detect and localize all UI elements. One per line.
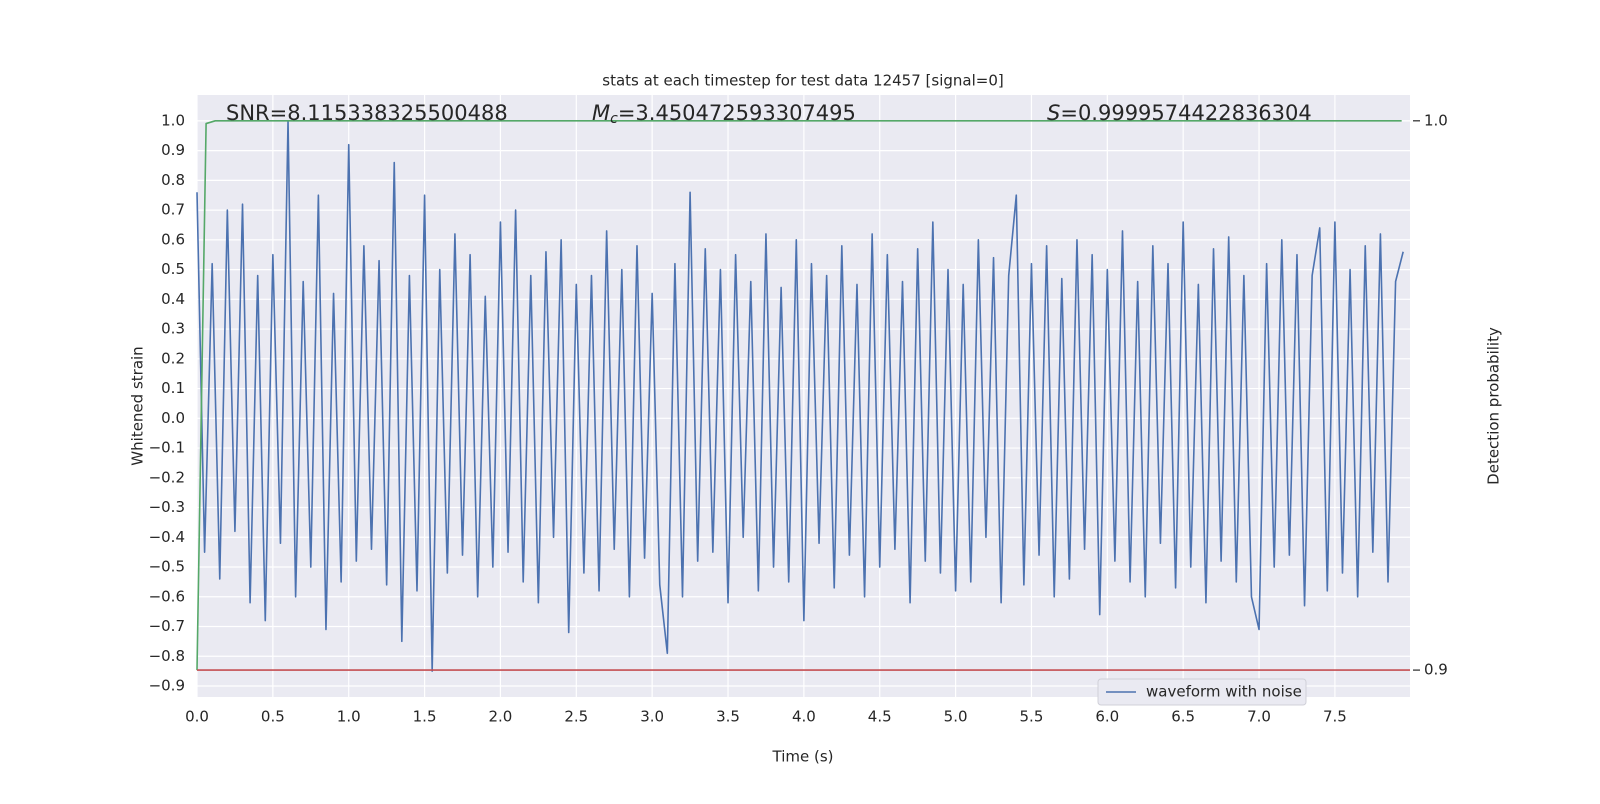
x-tick-label: 7.5 xyxy=(1323,708,1347,726)
annotation: SNR=8.115338325500488 xyxy=(226,101,508,125)
y-tick-label: 1.0 xyxy=(161,111,185,129)
x-tick-label: 0.5 xyxy=(261,708,285,726)
y-tick-label: −0.2 xyxy=(149,468,185,486)
y2-tick-label: 0.9 xyxy=(1424,661,1448,679)
x-tick-label: 4.0 xyxy=(792,708,816,726)
y-tick-label: −0.9 xyxy=(149,676,185,694)
x-tick-label: 1.0 xyxy=(337,708,361,726)
x-tick-label: 2.0 xyxy=(489,708,513,726)
y-tick-label: −0.5 xyxy=(149,558,185,576)
x-tick-label: 1.5 xyxy=(413,708,437,726)
y-tick-label: −0.3 xyxy=(149,498,185,516)
y-tick-label: 0.0 xyxy=(161,409,185,427)
annotation: Mc=3.450472593307495 xyxy=(592,101,856,127)
x-tick-label: 0.0 xyxy=(185,708,209,726)
series-line xyxy=(196,120,1402,671)
y-tick-label: −0.8 xyxy=(149,647,185,665)
y-tick-label: 0.1 xyxy=(161,379,185,397)
x-tick-label: 6.0 xyxy=(1095,708,1119,726)
series-line xyxy=(196,120,1404,672)
y2-axis-label: Detection probability xyxy=(1485,327,1503,485)
y-tick-label: 0.7 xyxy=(161,201,185,219)
annotation-text: =0.9999574422836304 xyxy=(1060,101,1311,125)
legend-label: waveform with noise xyxy=(1146,683,1302,701)
x-tick-label: 4.5 xyxy=(868,708,892,726)
x-tick-label: 5.5 xyxy=(1020,708,1044,726)
y-tick-label: −0.6 xyxy=(149,587,185,605)
x-tick-label: 6.5 xyxy=(1171,708,1195,726)
y-tick-label: −0.1 xyxy=(149,439,185,457)
x-tick-label: 2.5 xyxy=(564,708,588,726)
y-tick-label: 0.2 xyxy=(161,349,185,367)
y2-tick-label: 1.0 xyxy=(1424,111,1448,129)
chart-title: stats at each timestep for test data 124… xyxy=(602,72,1003,90)
y-tick-label: 0.5 xyxy=(161,260,185,278)
annotation-symbol: S xyxy=(1047,101,1060,125)
x-tick-label: 3.0 xyxy=(640,708,664,726)
legend: waveform with noise xyxy=(1097,678,1307,706)
annotation-subscript: c xyxy=(610,111,618,127)
y-axis-label: Whitened strain xyxy=(129,346,147,465)
x-tick-label: 3.5 xyxy=(716,708,740,726)
y-tick-label: −0.7 xyxy=(149,617,185,635)
x-axis-label: Time (s) xyxy=(772,748,834,766)
y-tick-label: −0.4 xyxy=(149,528,185,546)
annotation-symbol: M xyxy=(592,101,610,125)
legend-box xyxy=(1097,678,1307,706)
y-tick-label: 0.4 xyxy=(161,290,185,308)
y-tick-label: 0.3 xyxy=(161,320,185,338)
x-tick-label: 5.0 xyxy=(944,708,968,726)
y-tick-label: 0.6 xyxy=(161,230,185,248)
y-tick-label: 0.8 xyxy=(161,171,185,189)
x-tick-label: 7.0 xyxy=(1247,708,1271,726)
y-tick-label: 0.9 xyxy=(161,141,185,159)
annotation-text: SNR=8.115338325500488 xyxy=(226,101,508,125)
annotation-text: =3.450472593307495 xyxy=(618,101,856,125)
annotation: S=0.9999574422836304 xyxy=(1047,101,1312,125)
